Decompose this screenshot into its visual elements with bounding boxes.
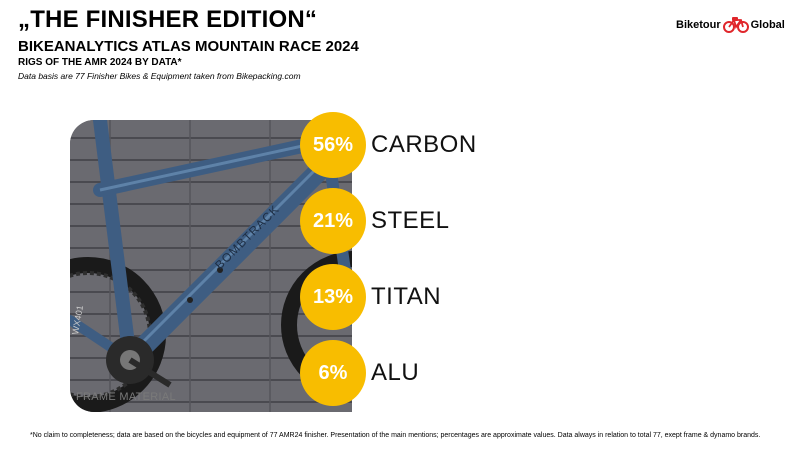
bicycle-icon xyxy=(722,16,749,34)
frame-material-label: FRAME MATERIAL xyxy=(76,391,176,403)
stat-row-steel: 21% STEEL xyxy=(300,188,450,254)
page-subtitle: BIKEANALYTICS ATLAS MOUNTAIN RACE 2024 xyxy=(18,38,359,55)
logo-text-right: Global xyxy=(750,19,785,31)
percentage-circle: 21% xyxy=(300,188,366,254)
data-basis-note: Data basis are 77 Finisher Bikes & Equip… xyxy=(18,71,301,81)
section-heading: RIGS OF THE AMR 2024 BY DATA* xyxy=(18,57,182,68)
material-label: TITAN xyxy=(371,283,442,310)
biketour-global-logo: Biketour Global xyxy=(676,16,785,34)
stat-row-titan: 13% TITAN xyxy=(300,264,441,330)
footnote: *No claim to completeness; data are base… xyxy=(30,432,761,439)
percentage-circle: 6% xyxy=(300,340,366,406)
material-label: ALU xyxy=(371,359,420,386)
percentage-circle: 13% xyxy=(300,264,366,330)
page-title: „THE FINISHER EDITION“ xyxy=(18,6,318,33)
percentage-circle: 56% xyxy=(300,112,366,178)
logo-text-left: Biketour xyxy=(676,19,721,31)
material-label: CARBON xyxy=(371,131,477,158)
stat-row-carbon: 56% CARBON xyxy=(300,112,477,178)
material-label: STEEL xyxy=(371,207,450,234)
stat-row-alu: 6% ALU xyxy=(300,340,419,406)
